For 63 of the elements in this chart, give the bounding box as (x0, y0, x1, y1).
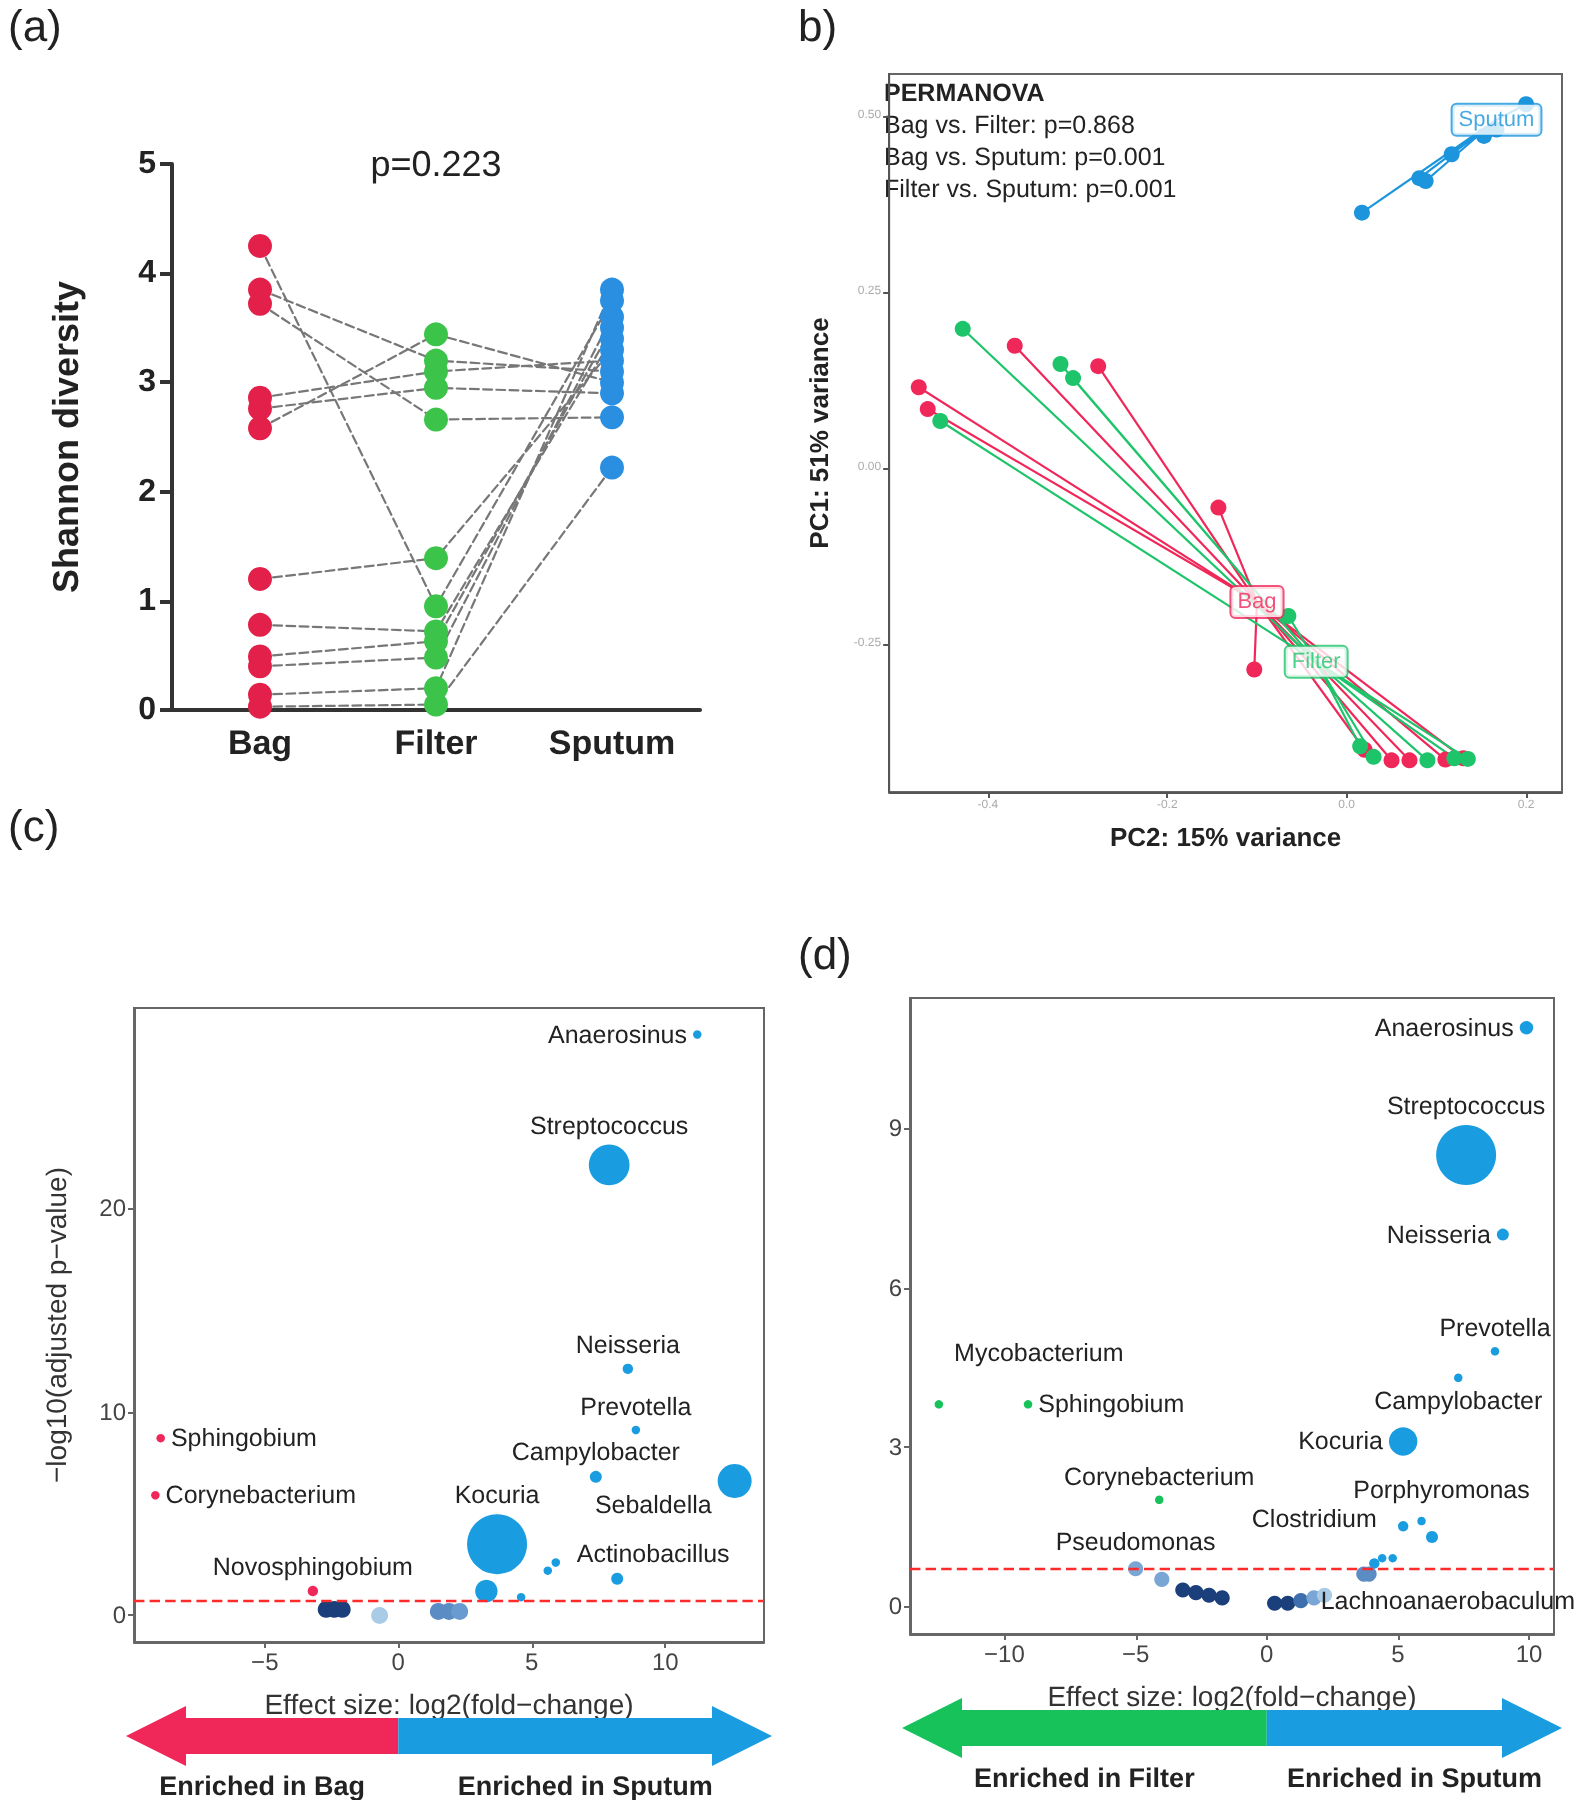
text: Enriched in Sputum (457, 1771, 713, 1800)
x-tick-label: Sputum (548, 724, 676, 762)
annotation: Clostridium (1251, 1505, 1377, 1534)
annotation: Novosphingobium (212, 1552, 413, 1581)
x-tick-label: 0 (391, 1648, 406, 1676)
y-tick-label: 6 (888, 1273, 903, 1302)
chart-title: (d) (798, 929, 852, 979)
y-tick-label: 5 (138, 147, 157, 181)
annotation: p=0.223 (370, 144, 502, 184)
y-tick-label: 0 (112, 1601, 127, 1630)
y-tick-label: 2 (138, 474, 157, 509)
annotation: Porphyromonas (1353, 1475, 1530, 1504)
text: Enriched in Sputum (1286, 1763, 1542, 1793)
y-tick-label: 9 (888, 1114, 903, 1143)
annotation: Anaerosinus (548, 1020, 688, 1049)
annotation: Mycobacterium (954, 1339, 1124, 1368)
y-tick-label: 0 (888, 1591, 903, 1620)
x-axis-title: Effect size: log2(fold−change) (1047, 1680, 1417, 1712)
x-tick-label: 10 (651, 1648, 680, 1676)
x-tick-label: −10 (984, 1640, 1026, 1668)
x-tick-label: Filter (394, 724, 479, 762)
x-axis-title: Effect size: log2(fold−change) (264, 1688, 634, 1720)
chart-title: (c) (8, 801, 60, 851)
y-axis-title: Shannon diversity (46, 280, 86, 594)
y-tick-label: 0 (138, 693, 157, 727)
y-tick-label: 1 (138, 583, 157, 618)
annotation: Sebaldella (594, 1490, 712, 1519)
annotation: Kocuria (454, 1481, 540, 1510)
annotation: Corynebacterium (165, 1481, 356, 1510)
annotation: Actinobacillus (576, 1539, 730, 1568)
annotation: Campylobacter (1374, 1387, 1543, 1416)
x-axis-title: PC2: 15% variance (1109, 822, 1342, 852)
text: Enriched in Filter (974, 1763, 1197, 1793)
x-tick-label: 5 (1391, 1640, 1406, 1668)
annotation: Neisseria (575, 1330, 681, 1359)
y-tick-label: 20 (99, 1193, 127, 1222)
annotation: Sphingobium (170, 1424, 317, 1453)
annotation: Anaerosinus (1374, 1013, 1514, 1042)
x-tick-label: 0 (1260, 1640, 1275, 1668)
annotation: Campylobacter (511, 1437, 680, 1466)
y-axis-title: PC1: 51% variance (804, 317, 834, 549)
annotation: Corynebacterium (1064, 1462, 1255, 1491)
annotation: Streptococcus (529, 1111, 689, 1140)
text: Enriched in Bag (159, 1771, 365, 1800)
annotation: Pseudomonas (1055, 1528, 1216, 1557)
annotation: Kocuria (1298, 1427, 1384, 1456)
annotation: Prevotella (580, 1392, 692, 1421)
y-tick-label: 10 (99, 1397, 127, 1426)
y-tick-label: 4 (138, 256, 157, 291)
chart-title: (a) (8, 1, 62, 51)
annotation: Streptococcus (1386, 1092, 1546, 1121)
annotation: Sphingobium (1038, 1390, 1185, 1419)
annotation: Prevotella (1439, 1314, 1551, 1343)
x-tick-label: −5 (1121, 1640, 1150, 1668)
y-tick-label: 3 (888, 1432, 903, 1461)
x-tick-label: 10 (1515, 1640, 1544, 1668)
y-axis-title: −log10(adjusted p−value) (40, 1166, 72, 1484)
chart-title: b) (798, 1, 838, 51)
x-tick-label: 5 (525, 1648, 540, 1676)
x-tick-label: Bag (227, 724, 293, 762)
x-tick-label: −5 (251, 1648, 280, 1676)
y-tick-label: 3 (138, 365, 157, 400)
annotation: Neisseria (1386, 1220, 1491, 1249)
